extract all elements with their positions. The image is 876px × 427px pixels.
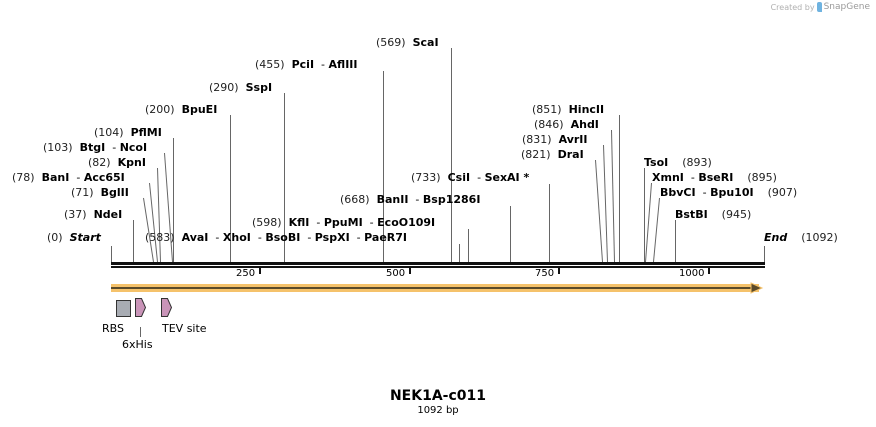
feature-rbs-label[interactable]: RBS <box>102 322 124 335</box>
site-scai[interactable]: (569) ScaI <box>376 36 439 49</box>
site-bpuei[interactable]: (200) BpuEI <box>145 103 218 116</box>
site-sspi[interactable]: (290) SspI <box>209 81 273 94</box>
site-xmni-bseri[interactable]: XmnI - BseRI (895) <box>652 171 777 184</box>
site-tsoi[interactable]: TsoI (893) <box>644 156 712 169</box>
tick-750: 750 <box>535 268 555 279</box>
site-avai-group[interactable]: (583) AvaI - XhoI - BsoBI - PspXI - PaeR… <box>145 231 408 244</box>
watermark-prefix: Created by <box>770 2 815 12</box>
site-btgi-ncoi[interactable]: (103) BtgI - NcoI <box>43 141 148 154</box>
site-bani-acc65i[interactable]: (78) BanI - Acc65I <box>12 171 125 184</box>
site-pcii-afliii[interactable]: (455) PciI - AflIII <box>255 58 358 71</box>
site-bstbi[interactable]: BstBI (945) <box>675 208 752 221</box>
site-banii-bsp1286i[interactable]: (668) BanII - Bsp1286I <box>340 193 481 206</box>
site-drai[interactable]: (821) DraI <box>521 148 584 161</box>
tick-500: 500 <box>386 268 406 279</box>
end-label: End (1092) <box>764 231 838 244</box>
orf-arrowhead-icon <box>750 282 764 294</box>
start-label: (0) Start <box>47 231 101 244</box>
site-kfli-group[interactable]: (598) KflI - PpuMI - EcoO109I <box>252 216 436 229</box>
site-csii-sexai[interactable]: (733) CsiI - SexAI * <box>411 171 530 184</box>
site-kpni[interactable]: (82) KpnI <box>88 156 146 169</box>
site-pflmi[interactable]: (104) PflMI <box>94 126 162 139</box>
backbone-top-strand <box>111 262 765 265</box>
rbs-feature-icon <box>116 300 131 317</box>
site-bbvci-bpu10i[interactable]: BbvCI - Bpu10I (907) <box>660 186 798 199</box>
watermark-brand: SnapGene <box>823 2 870 12</box>
snapgene-watermark: Created by SnapGene <box>771 2 870 12</box>
feature-6xhis-label[interactable]: 6xHis <box>122 338 153 351</box>
snapgene-logo-icon <box>816 2 822 12</box>
site-bglii[interactable]: (71) BglII <box>71 186 129 199</box>
6xhis-feature-icon <box>135 298 147 317</box>
site-avrii[interactable]: (831) AvrII <box>522 133 588 146</box>
site-ahdi[interactable]: (846) AhdI <box>534 118 599 131</box>
site-lines <box>111 48 765 263</box>
tev-site-feature-icon <box>161 298 173 317</box>
feature-tev-site-label[interactable]: TEV site <box>162 322 207 335</box>
sequence-length: 1092 bp <box>417 405 459 416</box>
site-ndei[interactable]: (37) NdeI <box>64 208 123 221</box>
tick-1000: 1000 <box>679 268 705 279</box>
sequence-name: NEK1A-c011 <box>389 388 487 404</box>
backbone-bottom-strand <box>111 266 765 268</box>
tick-250: 250 <box>236 268 256 279</box>
site-hincii[interactable]: (851) HincII <box>532 103 605 116</box>
